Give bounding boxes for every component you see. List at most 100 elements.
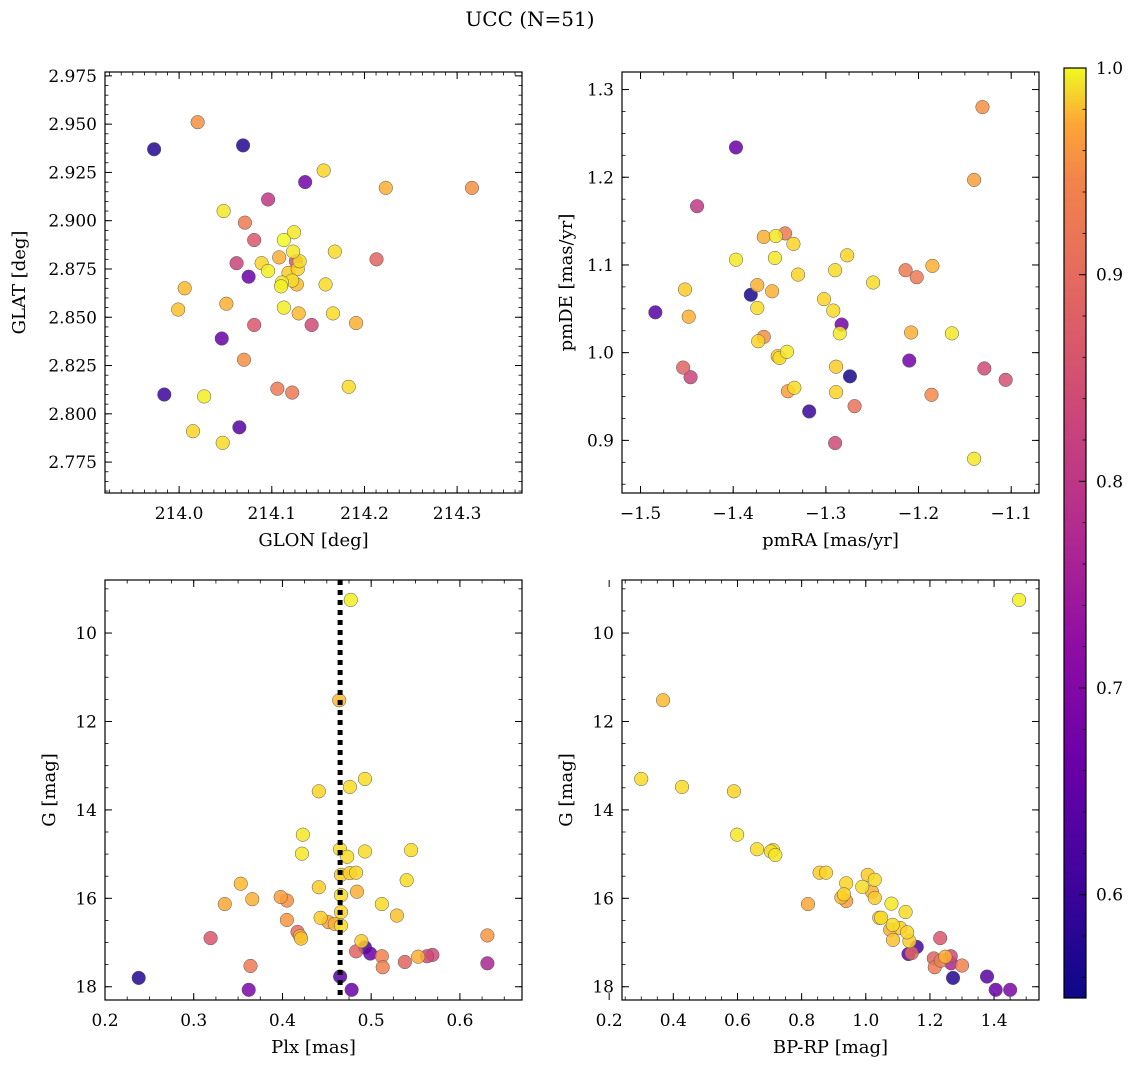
scatter-point [751, 334, 766, 349]
y-tick-label: 18 [75, 978, 97, 998]
scatter-point [945, 970, 961, 985]
scatter-point [979, 969, 995, 984]
scatter-point [925, 258, 940, 273]
scatter-point [190, 115, 205, 130]
scatter-point [215, 435, 230, 450]
scatter-point [247, 232, 262, 248]
colorbar: 0.6 0.7 0.8 0.9 1.0 [1063, 59, 1123, 999]
panel-glon-glat: 214.0 214.1 214.2 214.3 2.775 2.800 2.825 2.850… [9, 67, 523, 551]
scatter-points [634, 592, 1027, 997]
scatter-point [728, 140, 744, 155]
y-tick-label: 2.950 [48, 115, 97, 135]
scatter-point [233, 876, 248, 891]
scatter-points [147, 115, 480, 450]
scatter-point [867, 872, 882, 887]
x-tick-label: 0.4 [269, 1011, 296, 1031]
scatter-point [855, 879, 870, 894]
scatter-points [648, 100, 1013, 466]
axes-frame [104, 71, 523, 494]
scatter-point [294, 931, 309, 946]
axes-frame [621, 579, 1040, 1001]
scatter-point [786, 236, 801, 251]
scatter-point [411, 949, 426, 964]
colorbar-tick-label: 0.9 [1096, 266, 1123, 286]
scatter-point [274, 279, 289, 294]
y-tick-label: 14 [592, 801, 614, 821]
scatter-point [340, 849, 355, 864]
colorbar-tick-label: 0.8 [1096, 472, 1123, 492]
scatter-point [749, 842, 765, 857]
scatter-point [342, 779, 357, 794]
scatter-point [236, 352, 252, 367]
y-tick-label: 12 [592, 712, 614, 732]
axes-frame [104, 579, 523, 1001]
scatter-point [147, 142, 162, 157]
scatter-point [967, 172, 982, 187]
y-tick-label: 1.1 [587, 256, 614, 276]
scatter-point [836, 887, 852, 902]
scatter-point [285, 385, 300, 400]
scatter-point [885, 917, 900, 932]
x-tick-label: 0.2 [596, 1011, 623, 1031]
scatter-point [311, 784, 326, 799]
scatter-point [944, 326, 959, 341]
scatter-point [272, 250, 287, 265]
x-tick-label: 0.4 [660, 1011, 687, 1031]
scatter-point [909, 270, 924, 285]
y-tick-label: 2.975 [48, 67, 97, 87]
scatter-point [374, 897, 389, 912]
y-tick-label: 2.875 [48, 260, 97, 280]
scatter-point [217, 897, 232, 912]
x-tick-label: 0.2 [91, 1011, 118, 1031]
x-axis-label: pmRA [mas/yr] [762, 530, 899, 551]
scatter-point [829, 359, 844, 374]
scatter-point [677, 282, 693, 297]
scatter-point [818, 865, 834, 880]
scatter-point [750, 278, 765, 293]
scatter-point [397, 954, 412, 970]
colorbar-tick-label: 0.6 [1096, 886, 1123, 906]
y-tick-label: 16 [75, 889, 97, 909]
colorbar-tick-label: 1.0 [1096, 59, 1123, 79]
scatter-point [842, 369, 858, 384]
scatter-point [874, 910, 889, 925]
y-tick-label: 0.9 [587, 431, 614, 451]
scatter-point [341, 379, 356, 394]
scatter-point [832, 326, 847, 341]
y-tick-label: 2.900 [48, 212, 97, 232]
panel-bprp-g: 0.2 0.4 0.6 0.8 1.0 1.2 1.4 10 12 14 16 18 BP-RP [ma… [556, 579, 1040, 1058]
scatter-point [344, 982, 359, 997]
y-tick-label: 10 [75, 624, 97, 644]
scatter-point [967, 451, 982, 466]
scatter-point [291, 306, 306, 321]
scatter-point [802, 404, 817, 419]
scatter-point [349, 865, 364, 880]
scatter-point [203, 931, 218, 946]
scatter-point [304, 317, 319, 333]
scatter-point [768, 847, 783, 863]
scatter-point [318, 277, 333, 292]
scatter-point [1012, 592, 1027, 607]
scatter-point [900, 925, 915, 940]
scatter-point [768, 228, 783, 244]
scatter-point [219, 296, 234, 311]
scatter-point [898, 904, 913, 920]
scatter-point [866, 275, 881, 290]
y-tick-label: 12 [75, 712, 97, 732]
scatter-point [270, 381, 285, 396]
scatter-point [276, 232, 291, 248]
scatter-point [765, 284, 780, 299]
scatter-point [938, 949, 953, 964]
figure-title: UCC (N=51) [465, 7, 594, 31]
scatter-point [214, 331, 229, 346]
scatter-point [975, 100, 990, 115]
scatter-point [904, 325, 919, 340]
scatter-point [681, 309, 696, 324]
x-tick-label: −1.5 [620, 504, 661, 524]
x-tick-label: 1.4 [981, 1011, 1008, 1031]
y-axis-label: G [mag] [39, 753, 60, 826]
scatter-point [977, 361, 992, 376]
x-tick-label: 1.2 [916, 1011, 943, 1031]
scatter-point [750, 300, 765, 315]
scatter-point [828, 263, 843, 278]
